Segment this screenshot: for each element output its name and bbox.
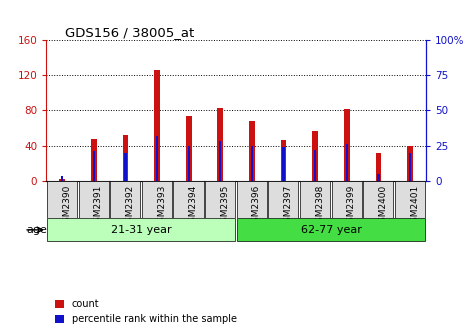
Text: age: age (26, 225, 47, 235)
Bar (251, 145, 253, 180)
Bar (375, 153, 382, 180)
Bar (377, 174, 380, 180)
Bar (313, 131, 318, 180)
FancyBboxPatch shape (47, 218, 236, 242)
Bar (346, 144, 348, 180)
Bar (124, 153, 126, 180)
FancyBboxPatch shape (79, 180, 109, 218)
Text: GSM2394: GSM2394 (189, 184, 198, 227)
Text: GSM2396: GSM2396 (252, 184, 261, 228)
Text: 62-77 year: 62-77 year (300, 225, 362, 235)
Bar (154, 70, 160, 180)
Text: GSM2390: GSM2390 (62, 184, 71, 228)
Bar (282, 147, 285, 180)
Legend: count, percentile rank within the sample: count, percentile rank within the sample (51, 295, 240, 328)
FancyBboxPatch shape (47, 180, 77, 218)
Text: GSM2393: GSM2393 (157, 184, 166, 228)
Text: GSM2398: GSM2398 (315, 184, 324, 228)
Bar (186, 116, 192, 180)
FancyBboxPatch shape (174, 180, 204, 218)
FancyBboxPatch shape (237, 218, 425, 242)
Bar (407, 145, 413, 180)
FancyBboxPatch shape (142, 180, 172, 218)
FancyBboxPatch shape (237, 180, 267, 218)
FancyBboxPatch shape (363, 180, 394, 218)
Bar (281, 140, 287, 180)
Bar (219, 141, 221, 180)
FancyBboxPatch shape (205, 180, 235, 218)
Bar (61, 176, 63, 180)
Text: GSM2399: GSM2399 (347, 184, 356, 228)
Bar (156, 136, 158, 180)
FancyBboxPatch shape (269, 180, 299, 218)
Text: GSM2397: GSM2397 (284, 184, 293, 228)
Bar (344, 109, 350, 180)
Text: GSM2400: GSM2400 (379, 184, 388, 227)
Bar (123, 135, 128, 180)
Bar (59, 179, 65, 180)
FancyBboxPatch shape (332, 180, 362, 218)
Bar (249, 121, 255, 180)
Text: GSM2395: GSM2395 (220, 184, 229, 228)
Bar (314, 150, 316, 180)
Text: GSM2391: GSM2391 (94, 184, 103, 228)
Bar (409, 153, 411, 180)
Text: GSM2401: GSM2401 (410, 184, 419, 227)
FancyBboxPatch shape (395, 180, 425, 218)
Bar (188, 145, 190, 180)
Bar (93, 151, 95, 180)
Text: GSM2392: GSM2392 (125, 184, 134, 227)
Bar (218, 108, 223, 180)
Text: 21-31 year: 21-31 year (111, 225, 171, 235)
FancyBboxPatch shape (110, 180, 140, 218)
FancyBboxPatch shape (300, 180, 330, 218)
Text: GDS156 / 38005_at: GDS156 / 38005_at (65, 26, 194, 39)
Bar (91, 139, 97, 180)
